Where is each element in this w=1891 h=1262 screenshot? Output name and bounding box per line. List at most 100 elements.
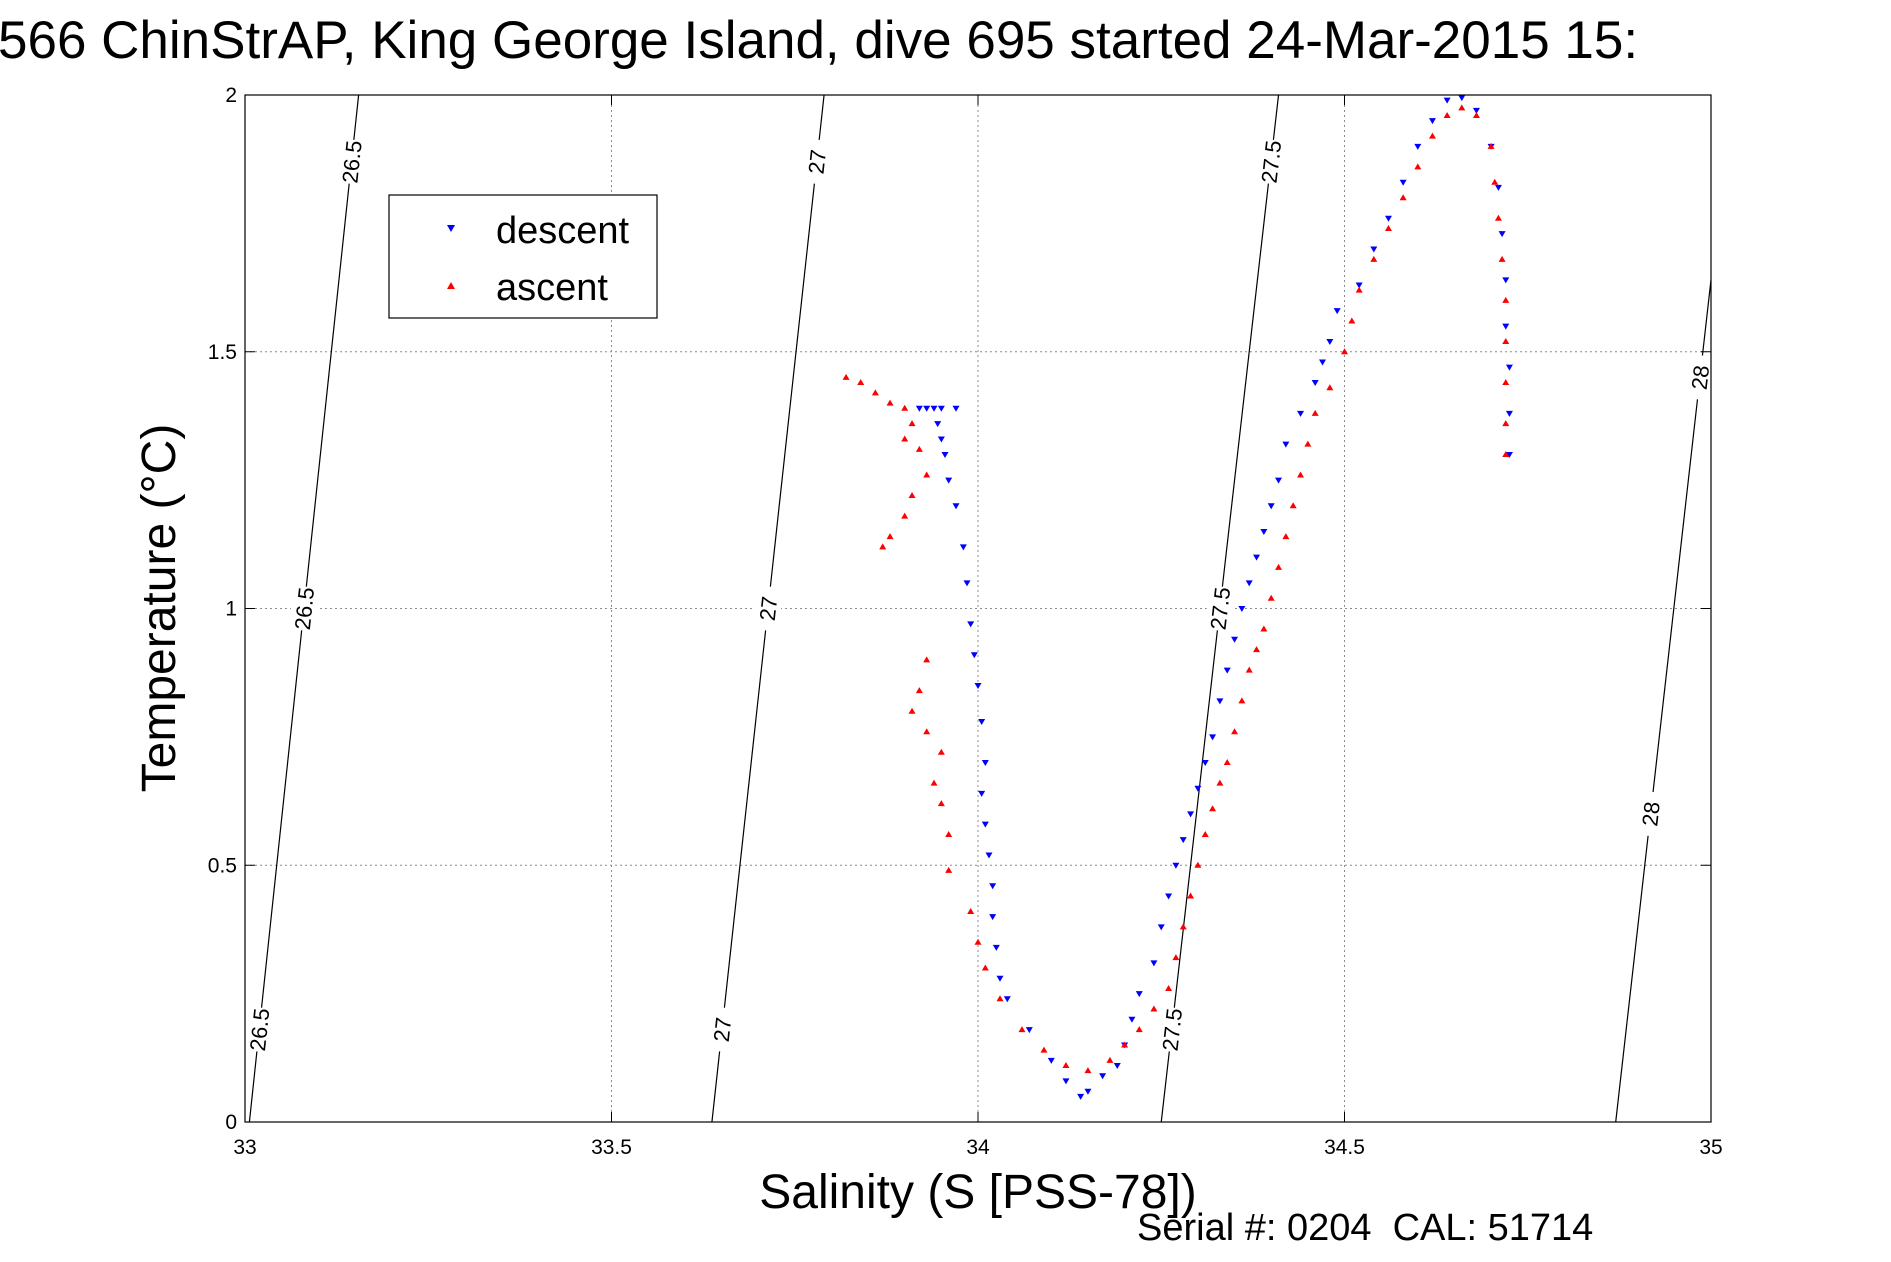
isopycnal-label-bg [243, 1006, 275, 1053]
isopycnal-label: 28 [1687, 364, 1715, 391]
ascent-point [1428, 132, 1436, 139]
ascent-point [1370, 255, 1378, 262]
descent-point [1157, 924, 1165, 931]
descent-point [1428, 118, 1436, 125]
descent-point [952, 503, 960, 510]
descent-point [978, 718, 986, 725]
ascent-point [1311, 409, 1319, 416]
ascent-point [1209, 805, 1217, 812]
ascent-point [1201, 830, 1209, 837]
legend-marker-descent [447, 225, 455, 232]
descent-point [1502, 323, 1510, 330]
descent-point [1231, 636, 1239, 643]
descent-point [1355, 282, 1363, 289]
isopycnal-label: 26.5 [245, 1007, 274, 1052]
descent-point [945, 477, 953, 484]
descent-point [1062, 1078, 1070, 1085]
y-tick-label: 2 [225, 84, 237, 107]
descent-point [1003, 996, 1011, 1003]
ascent-point [945, 830, 953, 837]
ascent-point [1018, 1026, 1026, 1033]
descent-point [1494, 184, 1502, 191]
ascent-point [1040, 1046, 1048, 1053]
x-tick-label: 35 [1699, 1136, 1722, 1159]
ascent-point [1165, 984, 1173, 991]
ascent-point [967, 907, 975, 914]
ascent-point [996, 995, 1004, 1002]
y-tick-label: 0 [225, 1111, 237, 1134]
ascent-point [1121, 1041, 1129, 1048]
footer-serial-cal: Serial #: 0204 CAL: 51714 [1137, 1207, 1593, 1249]
legend-box [388, 194, 658, 319]
descent-point [989, 914, 997, 921]
y-tick-label: 1 [225, 598, 237, 621]
ascent-point [1502, 379, 1510, 386]
descent-point [1216, 698, 1224, 705]
x-tick-label: 33 [233, 1136, 256, 1159]
isopycnal-label-bg [1635, 790, 1666, 838]
ascent-point [1084, 1067, 1092, 1074]
descent-point [996, 975, 1004, 982]
descent-point [989, 883, 997, 890]
descent-point [1505, 364, 1513, 371]
data-series [842, 95, 1513, 1100]
ascent-point [1297, 471, 1305, 478]
descent-point [1135, 991, 1143, 998]
x-tick-label: 34 [966, 1136, 990, 1159]
descent-point [1333, 308, 1341, 315]
descent-point [1384, 215, 1392, 222]
y-axis-ticks: 0 0.5 1 1.5 2 [208, 84, 1711, 1134]
descent-point [981, 821, 989, 828]
ascent-point [908, 420, 916, 427]
descent-point [1472, 107, 1480, 114]
ascent-point [1106, 1056, 1114, 1063]
isopycnal-line [1615, 279, 1712, 1123]
descent-point [967, 621, 975, 628]
ascent-point [1458, 104, 1466, 111]
descent-point [1084, 1088, 1092, 1095]
isopycnal-label-bg [801, 138, 833, 186]
ascent-point [1135, 1026, 1143, 1033]
descent-point [941, 451, 949, 458]
isopycnal-label: 27 [709, 1016, 737, 1043]
ascent-point [879, 543, 887, 550]
ascent-point [1289, 502, 1297, 509]
ascent-point [886, 399, 894, 406]
ascent-point [1341, 348, 1348, 355]
legend-label-ascent: ascent [496, 267, 608, 309]
y-tick-label: 1.5 [208, 341, 237, 364]
ascent-point [1348, 317, 1356, 324]
ascent-point [1267, 594, 1275, 601]
isopycnal-label: 26.5 [337, 139, 366, 184]
descent-point [1194, 785, 1202, 792]
isopycnal-label-bg [1156, 1006, 1188, 1053]
ascent-point [901, 404, 909, 411]
y-tick-label: 0.5 [208, 854, 237, 877]
chart-title: 566 ChinStrAP, King George Island, dive … [0, 11, 1638, 70]
isopycnal-label: 28 [1637, 800, 1665, 827]
legend-label-descent: descent [496, 210, 630, 252]
isopycnal-label: 26.5 [290, 586, 319, 631]
ascent-point [1179, 923, 1187, 930]
descent-point [1458, 95, 1466, 102]
ascent-point [842, 373, 850, 380]
descent-point [923, 405, 931, 412]
descent-point [1113, 1063, 1121, 1070]
ascent-point [1304, 440, 1312, 447]
ascent-point [923, 656, 931, 663]
descent-point [1187, 811, 1195, 818]
isopycnal-label: 27.5 [1206, 586, 1236, 631]
ascent-point [857, 379, 865, 386]
ascent-point [1231, 728, 1239, 735]
ascent-point [1355, 286, 1363, 293]
descent-point [1260, 528, 1268, 535]
descent-point [930, 405, 938, 412]
isopycnal-label: 27 [804, 148, 832, 175]
ascent-point [901, 512, 909, 519]
ascent-point [1253, 646, 1261, 653]
descent-point [1414, 143, 1422, 150]
descent-point [963, 580, 971, 587]
descent-point [1245, 580, 1253, 587]
descent-point [1282, 441, 1290, 448]
